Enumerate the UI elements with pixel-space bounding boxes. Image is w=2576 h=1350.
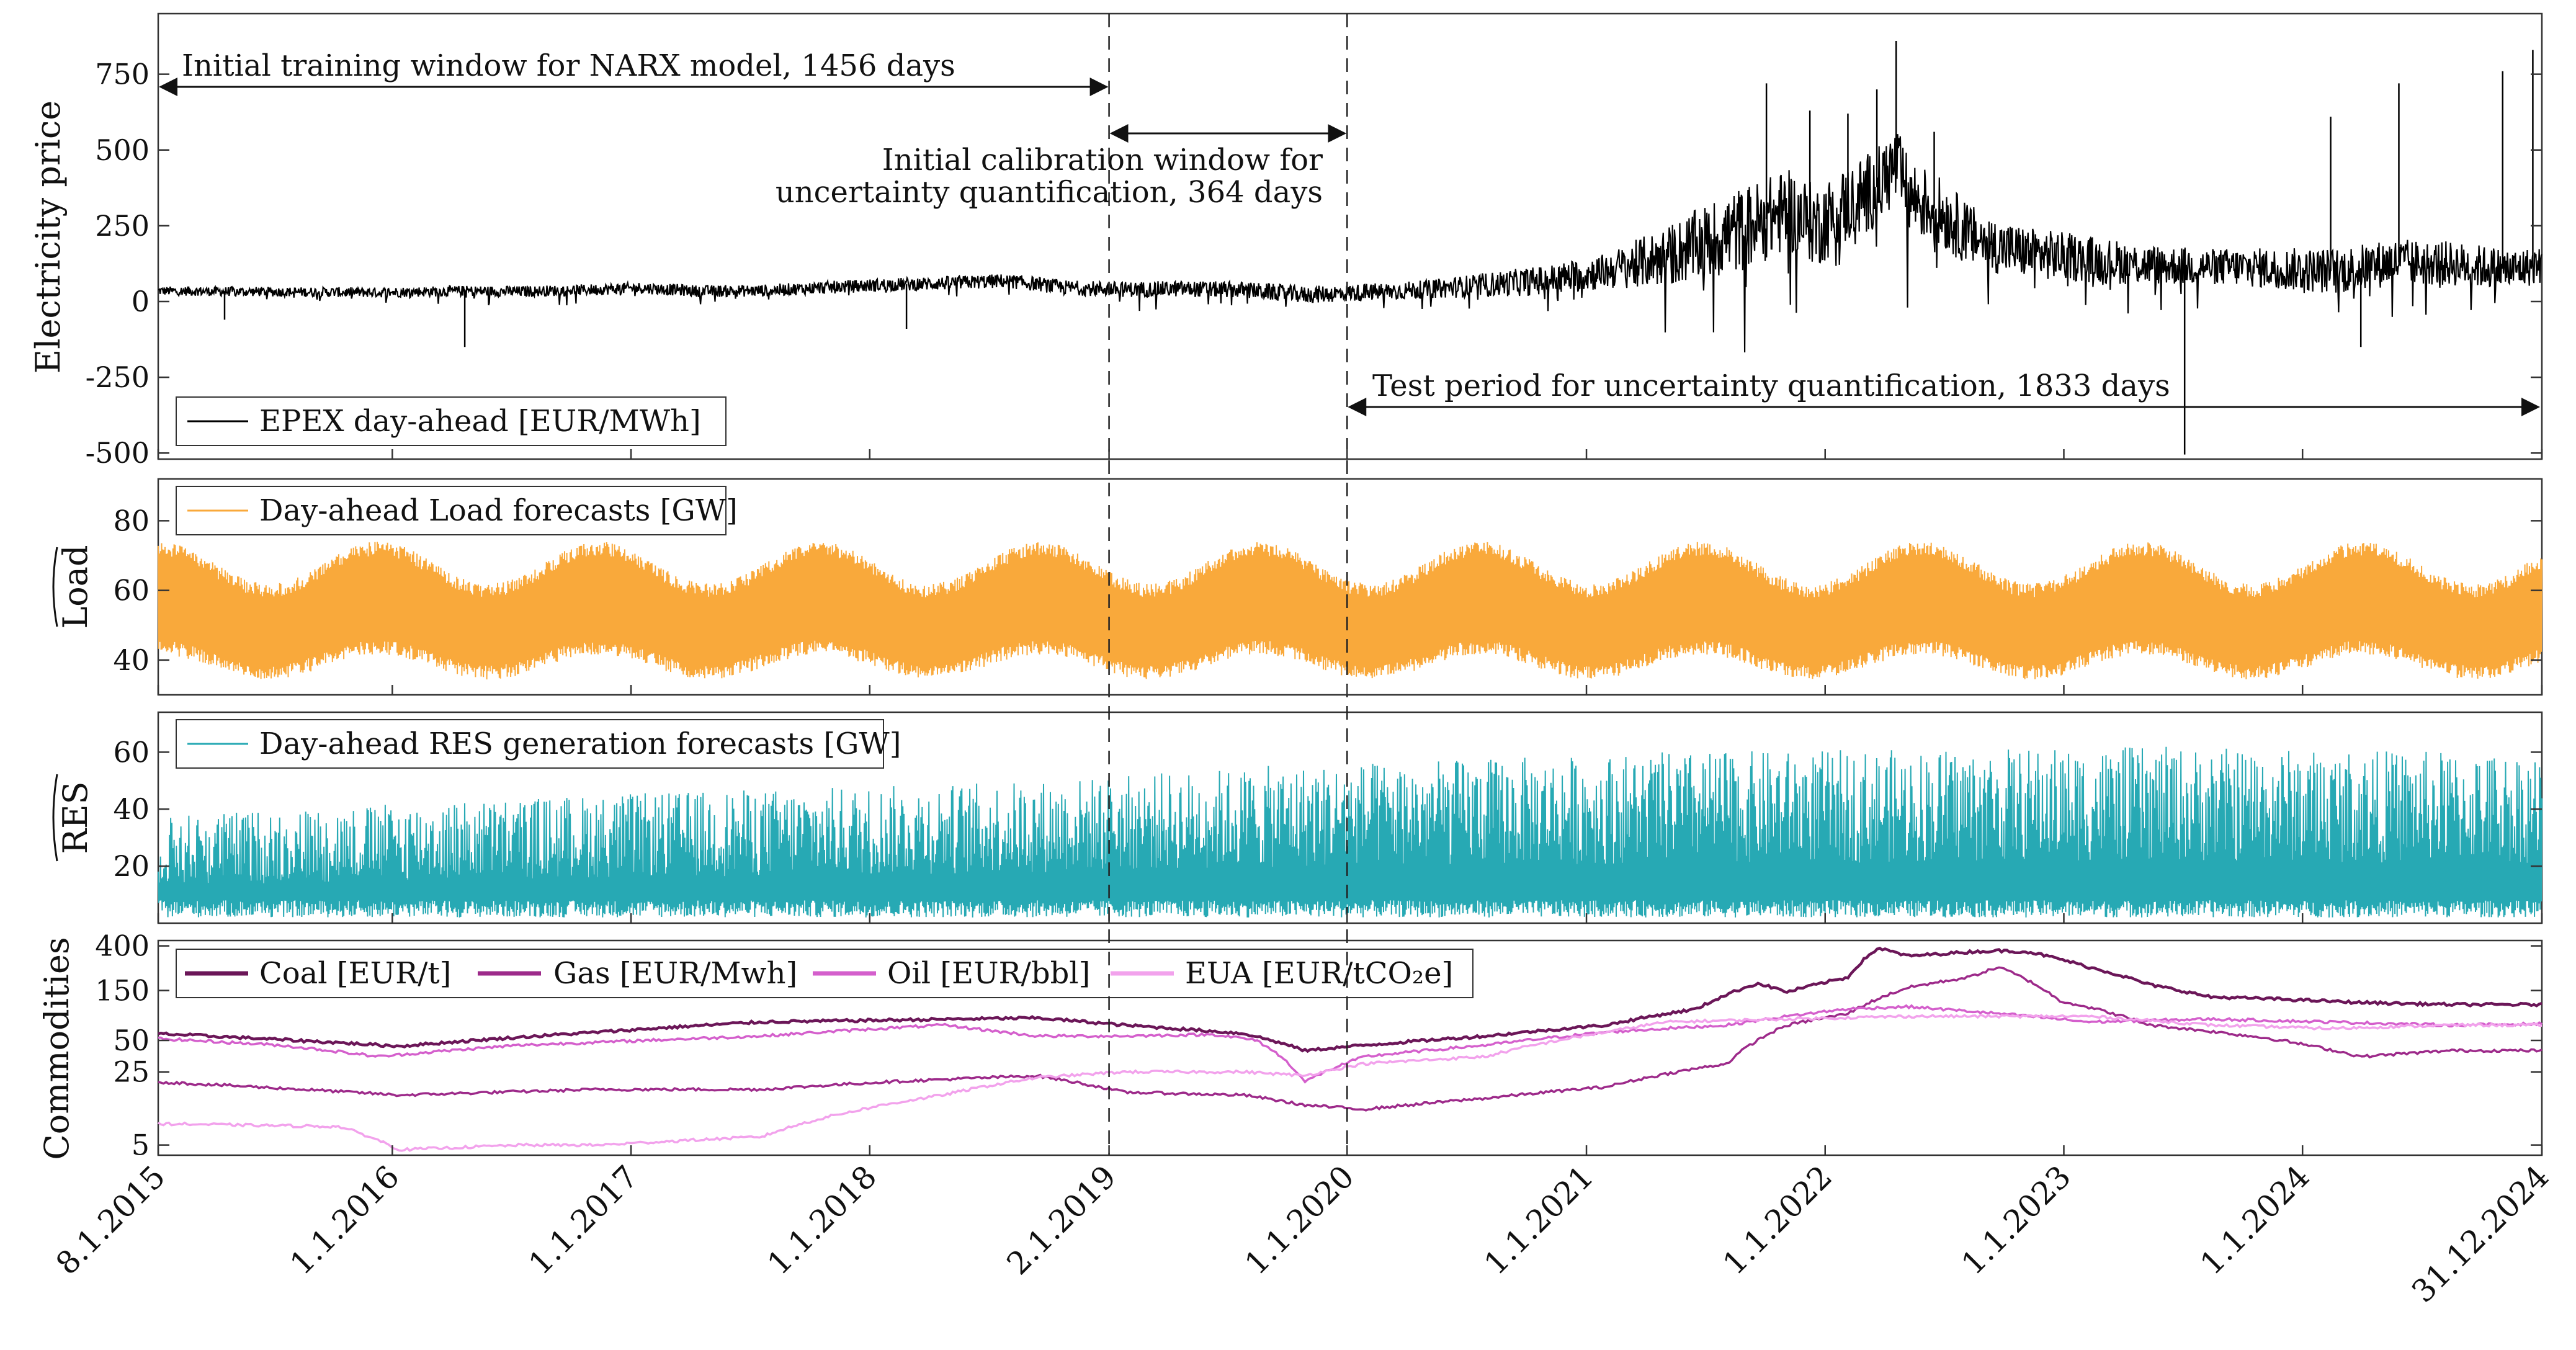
res-ylabel: RES bbox=[52, 774, 95, 862]
res-ytick-label: 60 bbox=[113, 735, 150, 769]
panel-res: 20 40 60 RES Day-ahead RES generation fore… bbox=[52, 711, 2543, 924]
price-legend-label: EPEX day-ahead [EUR/MWh] bbox=[259, 404, 701, 439]
gas-line bbox=[158, 966, 2542, 1112]
x-tick-label: 1.1.2020 bbox=[1238, 1158, 1361, 1281]
x-tick-label: 1.1.2021 bbox=[1477, 1158, 1600, 1281]
x-tick-label: 1.1.2016 bbox=[283, 1158, 406, 1281]
load-legend-box bbox=[176, 486, 727, 535]
price-ytick-label: 500 bbox=[95, 133, 150, 167]
price-annotations: Initial training window for NARX model, … bbox=[159, 48, 2540, 416]
price-ytick-label: 250 bbox=[95, 209, 150, 243]
annotation-calibration-window-line2: uncertainty quantification, 364 days bbox=[776, 175, 1323, 210]
load-ytick-label: 80 bbox=[113, 504, 150, 537]
commodities-ytick-label: 400 bbox=[95, 929, 150, 963]
load-legend: Day-ahead Load forecasts [GW] bbox=[176, 486, 738, 535]
annotation-test-period: Test period for uncertainty quantificati… bbox=[1372, 369, 2170, 403]
panel-price-frame bbox=[157, 12, 2543, 460]
x-tick-label: 1.1.2024 bbox=[2193, 1158, 2316, 1281]
load-legend-label: Day-ahead Load forecasts [GW] bbox=[259, 493, 738, 528]
legend-gas-label: Gas [EUR/Mwh] bbox=[553, 956, 797, 991]
load-series bbox=[158, 542, 2542, 680]
res-yticks: 20 40 60 bbox=[113, 735, 2542, 883]
load-ylabel: Load bbox=[52, 545, 95, 629]
commodities-ytick-label: 150 bbox=[95, 973, 150, 1007]
price-ytick-label: 0 bbox=[132, 285, 150, 318]
svg-text:RES: RES bbox=[56, 781, 95, 854]
load-ytick-label: 40 bbox=[113, 643, 150, 677]
price-series bbox=[158, 40, 2542, 455]
eua-line bbox=[157, 1013, 2542, 1152]
commodities-series bbox=[157, 946, 2542, 1152]
legend-coal-label: Coal [EUR/t] bbox=[259, 956, 451, 991]
load-line bbox=[158, 542, 2542, 680]
price-line bbox=[158, 134, 2542, 353]
price-ytick-label: -500 bbox=[86, 436, 150, 470]
commodities-ylabel: Commodities bbox=[37, 937, 76, 1160]
window-boundaries bbox=[1108, 14, 1348, 1155]
x-tick-label: 8.1.2015 bbox=[49, 1158, 172, 1281]
annotation-calibration-window-line1: Initial calibration window for bbox=[882, 143, 1323, 177]
res-legend-label: Day-ahead RES generation forecasts [GW] bbox=[259, 726, 901, 761]
res-series bbox=[158, 746, 2542, 918]
x-tick-label: 1.1.2017 bbox=[522, 1158, 645, 1281]
commodities-ytick-label: 25 bbox=[113, 1055, 150, 1089]
x-tick-label: 31.12.2024 bbox=[2405, 1158, 2556, 1309]
panel-commodities-frame bbox=[157, 939, 2543, 1156]
oil-line bbox=[158, 1004, 2542, 1084]
svg-text:Load: Load bbox=[56, 545, 95, 628]
panel-load: 40 60 80 Load Day-ahead Load forecasts [GW… bbox=[52, 478, 2543, 696]
price-legend: EPEX day-ahead [EUR/MWh] bbox=[176, 396, 727, 446]
res-line bbox=[158, 746, 2542, 918]
coal-line bbox=[158, 946, 2542, 1053]
load-ytick-label: 60 bbox=[113, 574, 150, 607]
price-ytick-label: 750 bbox=[95, 58, 150, 91]
commodities-ytick-label: 50 bbox=[113, 1024, 150, 1057]
res-ytick-label: 20 bbox=[113, 849, 150, 883]
price-legend-box bbox=[176, 396, 727, 446]
price-ytick-label: -250 bbox=[86, 360, 150, 394]
load-ylabel-hat bbox=[52, 547, 58, 627]
res-ylabel-hat bbox=[52, 774, 58, 862]
commodities-ytick-label: 5 bbox=[132, 1129, 150, 1162]
legend-oil-label: Oil [EUR/bbl] bbox=[887, 956, 1090, 991]
x-tick-label: 1.1.2018 bbox=[761, 1158, 883, 1281]
res-ytick-label: 40 bbox=[113, 792, 150, 826]
price-yticks: -500 -250 0 250 500 750 bbox=[86, 58, 2542, 470]
x-tick-label: 1.1.2022 bbox=[1716, 1158, 1839, 1281]
x-tick-label: 2.1.2019 bbox=[1000, 1158, 1123, 1281]
res-legend: Day-ahead RES generation forecasts [GW] bbox=[176, 719, 901, 769]
load-yticks: 40 60 80 bbox=[113, 504, 2542, 677]
price-ylabel: Electricity price bbox=[29, 101, 68, 373]
legend-eua-label: EUA [EUR/tCO₂e] bbox=[1185, 956, 1453, 991]
res-legend-box bbox=[176, 719, 884, 769]
x-tick-label: 1.1.2023 bbox=[1955, 1158, 2078, 1281]
annotation-training-window: Initial training window for NARX model, … bbox=[182, 48, 955, 83]
panel-price: -500 -250 0 250 500 750 Electricity price Ini… bbox=[29, 12, 2543, 470]
commodities-legend: Coal [EUR/t] Gas [EUR/Mwh] Oil [EUR/bbl]… bbox=[176, 949, 1474, 998]
